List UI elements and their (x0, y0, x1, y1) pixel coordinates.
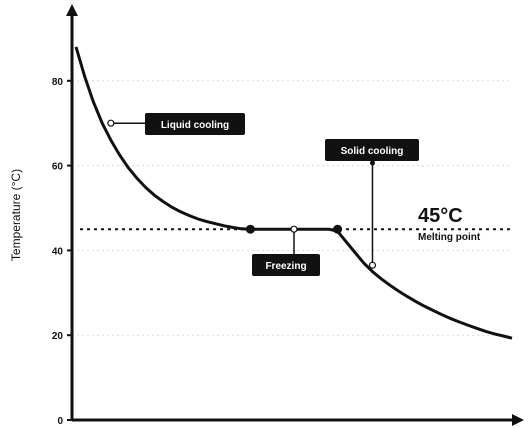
x-axis-arrow (512, 414, 524, 426)
callout-anchor (368, 261, 377, 269)
callout-anchor (369, 160, 375, 166)
plateau-marker (333, 224, 343, 234)
plateau-marker (245, 224, 255, 234)
plateau-markers (245, 224, 343, 234)
callout-box (145, 113, 245, 135)
callout-box (252, 254, 320, 276)
callout-box (325, 139, 419, 161)
y-tick-labels: 0 20 40 60 80 (52, 77, 72, 427)
callout-anchor (290, 225, 298, 233)
y-tick-label: 40 (52, 246, 64, 257)
callout-label: Freezing (265, 261, 306, 272)
callout-label: Liquid cooling (161, 120, 229, 131)
y-axis-label: Temperature (°C) (9, 169, 23, 261)
cooling-curve-line (74, 46, 513, 340)
callout-anchor (107, 119, 115, 127)
y-axis-arrow (66, 4, 78, 16)
phase-callouts: Liquid cooling Freezing Solid cooling (107, 113, 419, 276)
callout-label: Solid cooling (341, 146, 404, 157)
y-tick-label: 20 (52, 331, 64, 342)
grid-lines (72, 80, 512, 336)
y-tick-label: 80 (52, 77, 64, 88)
y-tick-label: 60 (52, 162, 64, 173)
melting-point-value: 45°C (418, 205, 463, 227)
melting-point-label: Melting point (418, 232, 481, 243)
y-tick-label: 0 (57, 416, 63, 427)
